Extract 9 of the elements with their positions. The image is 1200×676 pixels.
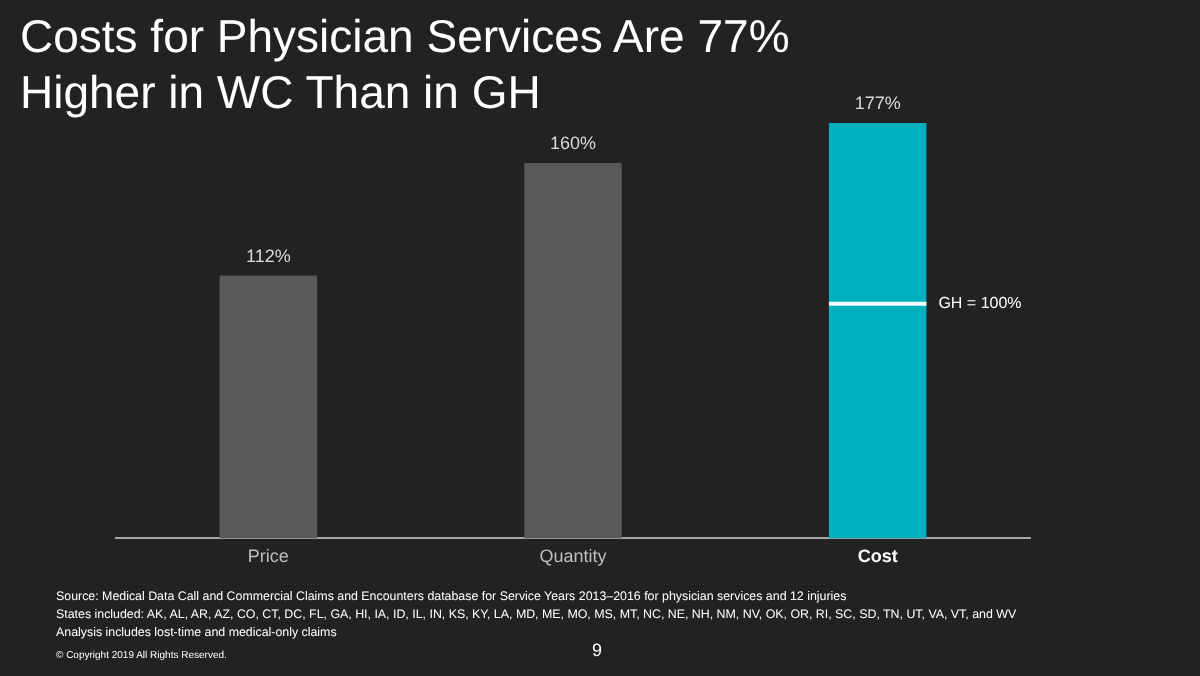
data-label: 160% bbox=[549, 132, 597, 153]
x-tick-label: Quantity bbox=[539, 546, 608, 567]
data-label: 177% bbox=[854, 93, 901, 114]
text: 9 bbox=[592, 640, 603, 660]
ref-line-label: GH = 100% bbox=[938, 294, 1022, 313]
data-label: 112% bbox=[245, 245, 291, 266]
x-tick-label: Price bbox=[247, 546, 289, 567]
x-tick-label: Cost bbox=[857, 546, 898, 567]
chart-title: Costs for Physician Services Are 77% Higher in WC Than in GH bbox=[20, 10, 790, 118]
